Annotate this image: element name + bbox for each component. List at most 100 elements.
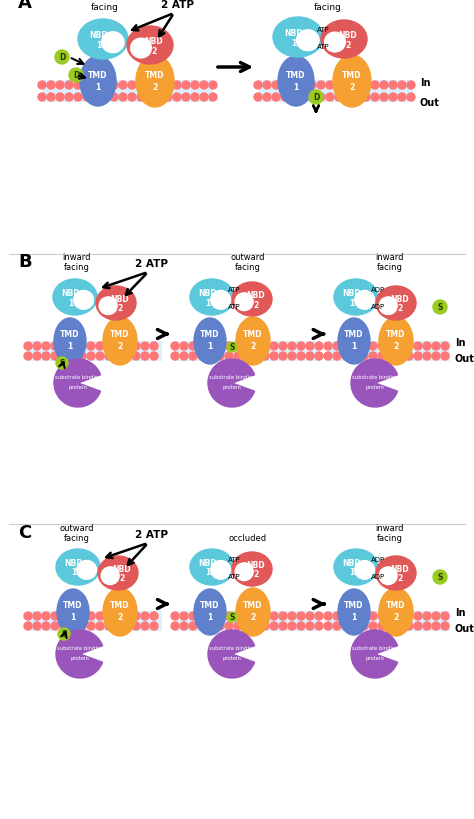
Circle shape [146,82,154,90]
Circle shape [56,94,64,102]
Circle shape [432,613,440,620]
Text: protein: protein [223,385,241,390]
Text: NBD: NBD [391,295,410,304]
Text: ATP: ATP [228,556,240,563]
Circle shape [407,94,415,102]
Text: 2: 2 [254,570,259,579]
Circle shape [24,613,32,620]
Text: inward
facing: inward facing [90,0,120,12]
Circle shape [324,622,332,631]
Text: 1: 1 [351,342,356,351]
Text: 2 ATP: 2 ATP [162,0,194,10]
Circle shape [342,342,350,351]
Text: 2: 2 [151,47,156,56]
Ellipse shape [379,588,413,636]
Ellipse shape [99,297,117,315]
Text: 1: 1 [72,568,77,577]
Text: D: D [73,71,79,80]
Circle shape [308,82,316,90]
Text: substrate binding: substrate binding [55,375,101,380]
Circle shape [396,613,404,620]
Circle shape [342,352,350,360]
Text: TMD: TMD [88,70,108,79]
Text: outward
facing: outward facing [231,252,265,272]
Ellipse shape [379,297,397,315]
Text: TMD: TMD [286,70,306,79]
Text: NBD: NBD [343,289,361,298]
Circle shape [414,342,422,351]
Text: 1: 1 [205,298,210,307]
Circle shape [209,94,217,102]
Circle shape [171,342,179,351]
Circle shape [207,342,215,351]
Text: ATP: ATP [228,287,240,292]
Circle shape [387,352,395,360]
Circle shape [83,94,91,102]
Circle shape [423,622,431,631]
Circle shape [234,342,242,351]
Circle shape [123,613,131,620]
Circle shape [405,352,413,360]
Circle shape [33,613,41,620]
Text: NBD: NBD [285,29,303,38]
Ellipse shape [103,588,137,636]
Text: 2: 2 [393,342,399,351]
Circle shape [353,82,361,90]
Circle shape [105,622,113,631]
Circle shape [306,342,314,351]
Circle shape [270,613,278,620]
Circle shape [101,94,109,102]
Bar [28,342,162,361]
Ellipse shape [376,287,416,320]
Circle shape [128,82,136,90]
Ellipse shape [232,283,272,317]
Circle shape [189,352,197,360]
Text: substrate binding: substrate binding [352,645,398,651]
Circle shape [180,622,188,631]
Circle shape [123,352,131,360]
Circle shape [87,613,95,620]
Circle shape [234,613,242,620]
Text: 1: 1 [351,613,356,622]
Text: In: In [455,607,465,618]
Text: 1: 1 [207,342,213,351]
Text: protein: protein [365,656,384,661]
Text: 1: 1 [95,83,100,92]
Circle shape [281,94,289,102]
Text: TMD: TMD [200,601,220,610]
Text: ATP: ATP [228,304,240,310]
Text: D: D [313,93,319,102]
Text: inward
facing: inward facing [376,523,404,542]
Circle shape [398,94,406,102]
Text: C: C [18,523,31,541]
Circle shape [351,352,359,360]
Circle shape [38,94,46,102]
Text: occluded: occluded [229,533,267,542]
Circle shape [306,622,314,631]
Circle shape [180,613,188,620]
Ellipse shape [325,33,346,53]
Wedge shape [56,631,102,678]
Text: 1: 1 [96,40,101,49]
Circle shape [270,342,278,351]
Circle shape [234,352,242,360]
Circle shape [155,82,163,90]
Circle shape [33,352,41,360]
Bar [328,611,450,631]
Ellipse shape [376,556,416,590]
Circle shape [74,82,82,90]
Circle shape [209,82,217,90]
Circle shape [78,613,86,620]
Circle shape [387,613,395,620]
Text: ATP: ATP [317,27,329,33]
Circle shape [110,82,118,90]
Circle shape [114,613,122,620]
Circle shape [42,622,50,631]
Circle shape [342,622,350,631]
Circle shape [60,352,68,360]
Text: S: S [438,572,443,581]
Text: NBD: NBD [246,561,265,570]
Text: NBD: NBD [246,291,265,300]
Text: inward
facing: inward facing [376,252,404,272]
Circle shape [60,622,68,631]
